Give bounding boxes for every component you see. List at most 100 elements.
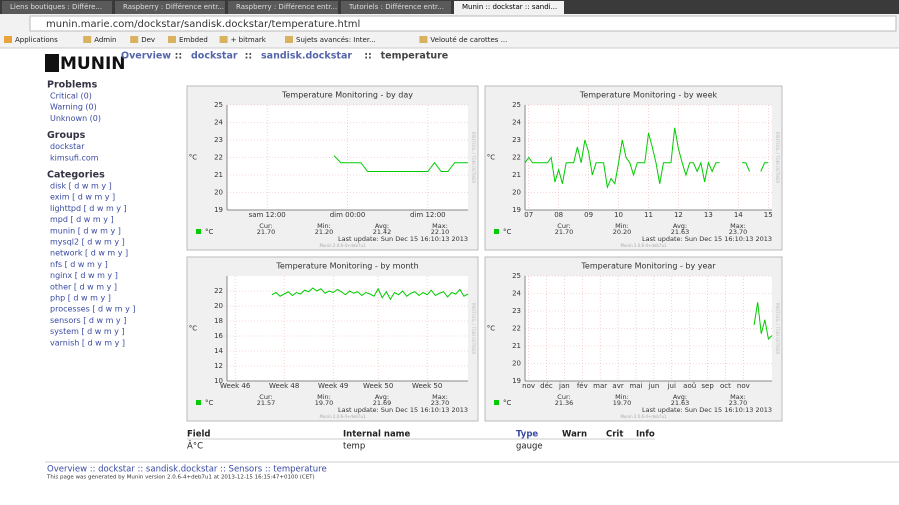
sidebar-link[interactable]: dockstar [50,142,85,151]
tab-title[interactable]: Tutoriels : Différence entr... [348,3,444,11]
sidebar-heading: Groups [47,130,86,141]
last-update: Last update: Sun Dec 15 16:10:13 2013 [642,406,772,414]
watermark: RRDTOOL / TOBI OETIKER [471,303,476,355]
sidebar-link[interactable]: munin [ d w m y ] [50,226,121,235]
stat-value: 19.70 [315,399,334,407]
sidebar-link[interactable]: Warning (0) [50,103,97,112]
sidebar-link[interactable]: nfs [ d w m y ] [50,260,108,269]
y-tick-label: 19 [214,206,223,214]
watermark: RRDTOOL / TOBI OETIKER [775,132,780,184]
stat-label: Avg: [673,222,687,230]
stat-label: Min: [615,222,629,230]
address-bar[interactable] [29,15,897,32]
url[interactable]: munin.marie.com/dockstar/sandisk.docksta… [46,19,360,30]
sidebar-link[interactable]: Critical (0) [50,92,92,101]
bookmark[interactable]: Embded [179,36,208,44]
legend-swatch [494,400,499,405]
legend-label: °C [503,228,512,236]
breadcrumb[interactable]: Overview [121,51,171,62]
y-tick-label: 22 [512,325,521,333]
sidebar-link[interactable]: processes [ d w m y ] [50,305,135,314]
sidebar-link[interactable]: network [ d w m y ] [50,249,128,258]
sidebar-link[interactable]: kimsufi.com [50,153,99,162]
logo-box [45,53,115,73]
stat-label: Avg: [375,222,389,230]
stat-value: 21.70 [555,228,574,236]
stat-value: 21.63 [671,228,690,236]
chart-title: Temperature Monitoring - by month [275,262,418,271]
table-header: Info [636,430,655,440]
bookmark[interactable]: Velouté de carottes ... [430,36,507,44]
tab[interactable] [2,1,112,14]
tab-title[interactable]: Munin :: dockstar :: sandi... [462,3,557,11]
breadcrumb[interactable]: sandisk.dockstar [261,51,352,62]
bookmark[interactable]: Dev [141,36,155,44]
x-tick-label: mai [629,382,642,390]
footer-crumbs[interactable]: Overview :: dockstar :: sandisk.dockstar… [47,465,327,475]
tab[interactable] [228,1,338,14]
y-tick-label: 25 [512,272,521,280]
stat-label: Min: [317,393,331,401]
sidebar-link[interactable]: mpd [ d w m y ] [50,215,114,224]
x-tick-label: sam 12:00 [249,211,286,219]
bookmark-icon [130,36,139,43]
tab[interactable] [454,1,564,14]
bookmark[interactable]: Admin [94,36,116,44]
y-tick-label: 22 [512,154,521,162]
y-tick-label: 20 [512,360,521,368]
table-header[interactable]: Type [516,430,538,440]
tab-title[interactable]: Liens boutiques : Différe... [10,3,102,11]
bookmark[interactable]: Sujets avancés: Inter... [296,36,376,44]
bookmark-icon [4,36,12,43]
sidebar-link[interactable]: Unknown (0) [50,114,101,123]
last-update: Last update: Sun Dec 15 16:10:13 2013 [338,406,468,414]
y-axis-label: °C [189,325,198,333]
sidebar-link[interactable]: php [ d w m y ] [50,294,111,303]
stat-label: Cur: [557,393,570,401]
y-tick-label: 24 [512,290,521,298]
tab-title[interactable]: Raspberry : Différence entr... [236,3,337,11]
footer-note: This page was generated by Munin version… [46,475,315,481]
sidebar-link[interactable]: lighttpd [ d w m y ] [50,204,127,213]
bookmark[interactable]: Applications [15,36,58,44]
sidebar-heading: Categories [47,170,105,181]
sidebar-link[interactable]: other [ d w m y ] [50,282,117,291]
x-tick-label: 08 [554,211,563,219]
x-tick-label: avr [612,382,623,390]
sidebar-link[interactable]: mysql2 [ d w m y ] [50,238,125,247]
stat-value: 19.70 [613,399,632,407]
x-tick-label: 15 [764,211,773,219]
chart-title: Temperature Monitoring - by year [580,262,716,271]
bookmark-icon [219,36,228,43]
stat-value: 21.70 [257,228,276,236]
breadcrumb: temperature [381,51,449,62]
stat-value: 22.10 [431,228,450,236]
tab[interactable] [115,1,225,14]
stat-label: Max: [730,222,746,230]
stat-label: Cur: [259,222,272,230]
x-tick-label: Week 46 [220,382,251,390]
sidebar-link[interactable]: disk [ d w m y ] [50,182,112,191]
stat-label: Max: [730,393,746,401]
y-tick-label: 19 [512,206,521,214]
tab[interactable] [341,1,451,14]
breadcrumb[interactable]: dockstar [191,51,238,62]
legend-swatch [494,229,499,234]
bookmark[interactable]: + bitmark [231,36,267,44]
x-tick-label: dim 00:00 [330,211,366,219]
tab-title[interactable]: Raspberry : Différence entr... [123,3,224,11]
sidebar-link[interactable]: system [ d w m y ] [50,327,125,336]
y-tick-label: 21 [512,171,521,179]
x-tick-label: 14 [734,211,743,219]
bookmark-icon [168,36,176,43]
sidebar-link[interactable]: exim [ d w m y ] [50,193,115,202]
sidebar-link[interactable]: nginx [ d w m y ] [50,271,118,280]
x-tick-label: nov [737,382,750,390]
sidebar-link[interactable]: varnish [ d w m y ] [50,338,125,347]
y-tick-label: 20 [512,189,521,197]
breadcrumb: :: [245,51,253,62]
sidebar-link[interactable]: sensors [ d w m y ] [50,316,126,325]
table-header: Warn [562,430,587,440]
y-tick-label: 23 [512,136,521,144]
